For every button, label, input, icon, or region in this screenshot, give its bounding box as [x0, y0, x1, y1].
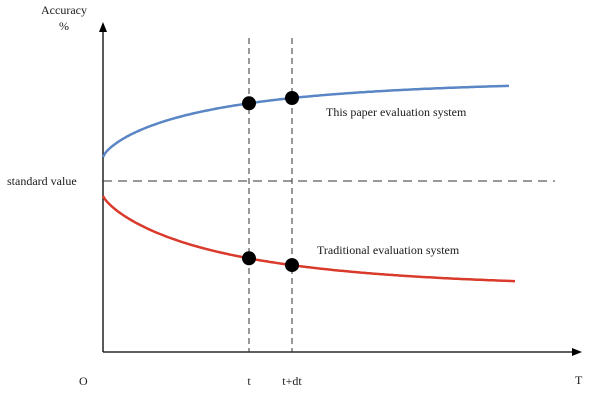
series-line-this-paper	[101, 84, 509, 158]
standard-value-label: standard value	[7, 174, 77, 188]
x-tick-label-t: t	[247, 374, 251, 388]
point-traditional-t	[242, 251, 256, 266]
point-this-paper-t	[242, 96, 256, 111]
series-line-traditional	[101, 195, 515, 283]
x-axis-label: T	[575, 373, 583, 387]
series-label-this-paper: This paper evaluation system	[326, 105, 467, 119]
x-tick-label-t-dt: t+dt	[282, 374, 302, 388]
point-traditional-t-dt	[285, 258, 299, 273]
y-axis-label-line1: Accuracy	[41, 3, 87, 17]
series-label-traditional: Traditional evaluation system	[317, 243, 460, 257]
origin-label: O	[79, 374, 88, 388]
point-this-paper-t-dt	[285, 91, 299, 105]
y-axis-label-line2: %	[59, 19, 69, 33]
